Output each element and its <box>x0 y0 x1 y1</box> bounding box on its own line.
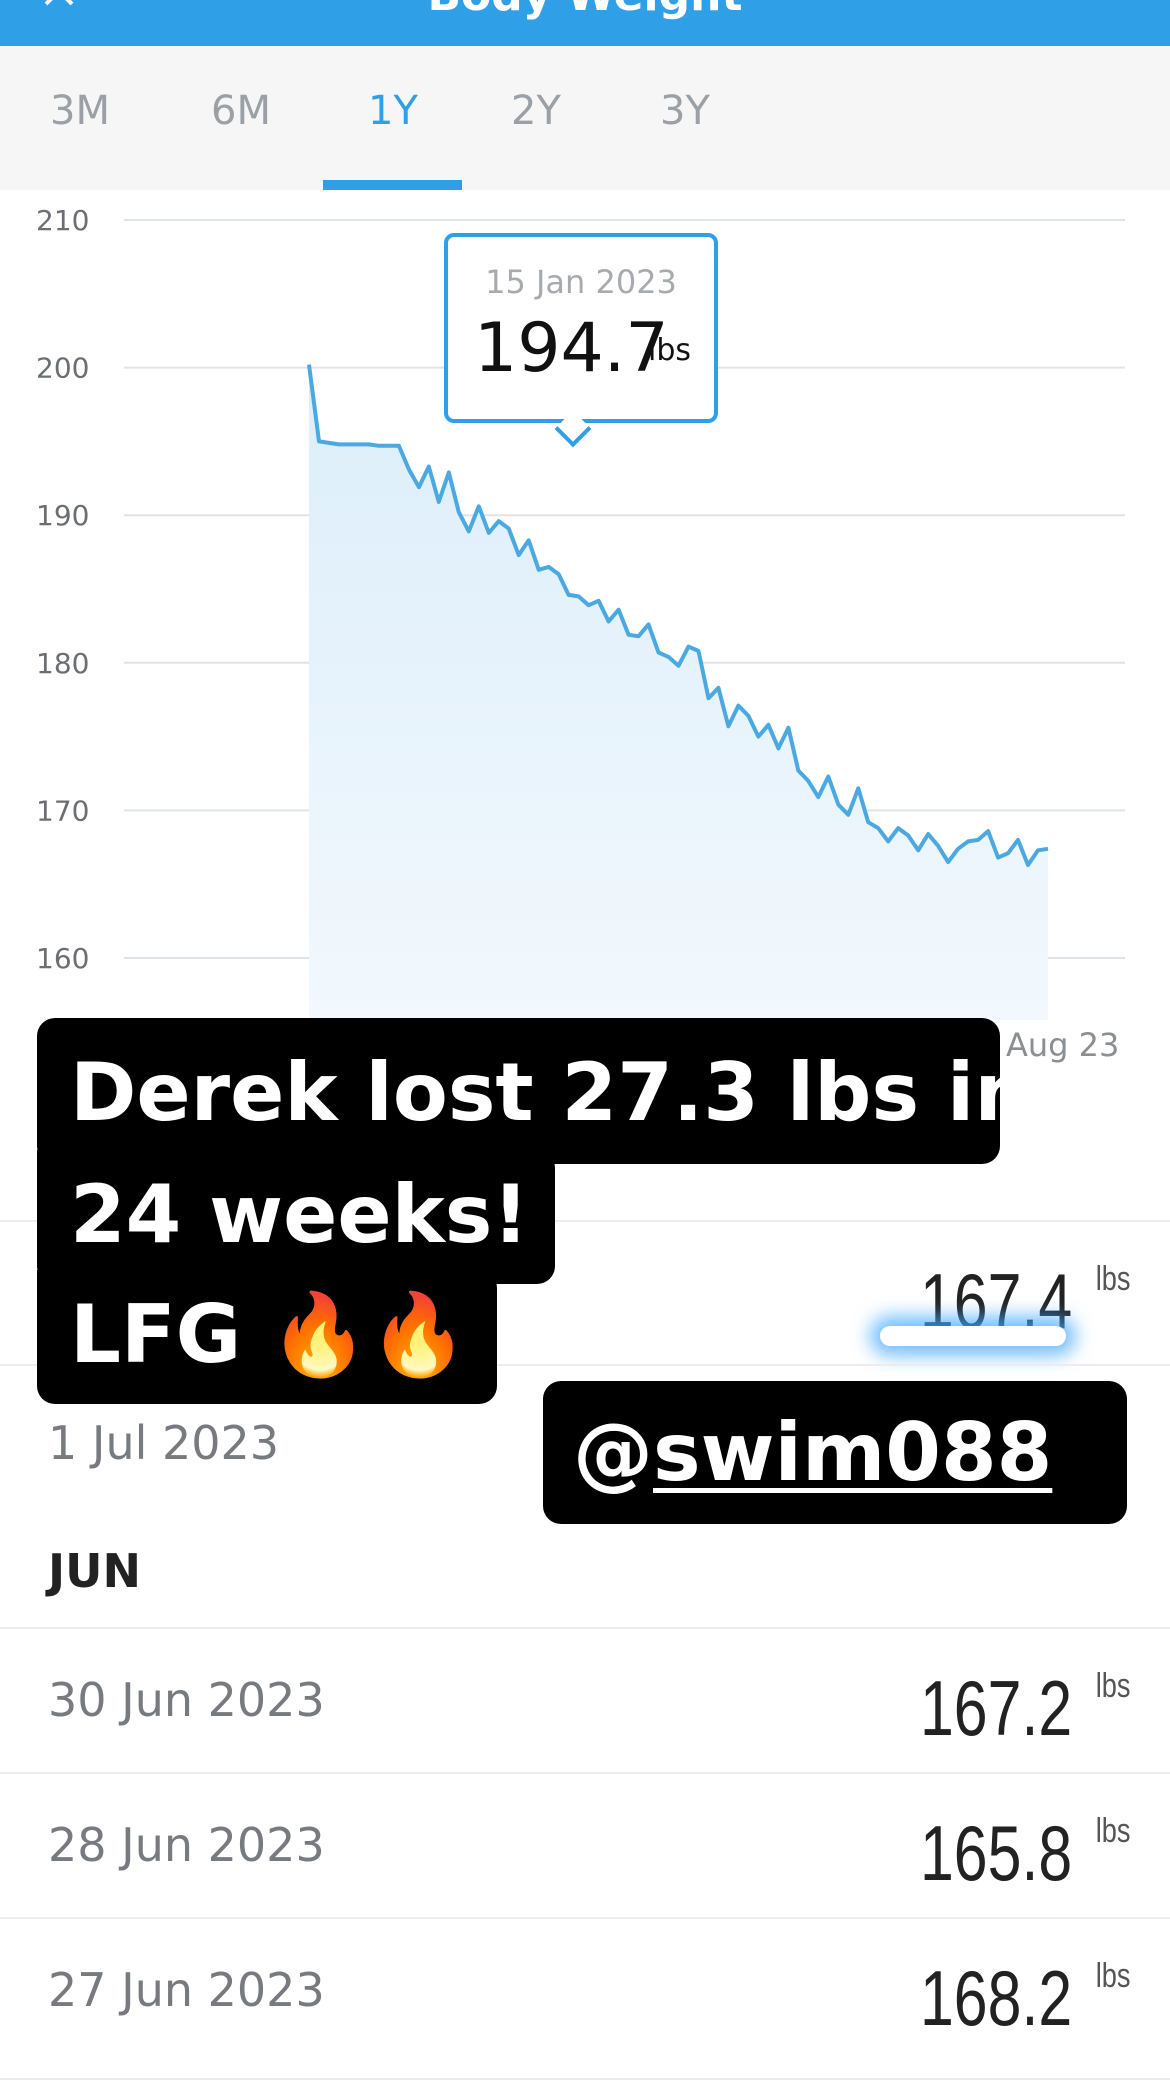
list-item[interactable]: 1 Jul 2023 <box>0 1364 1170 1484</box>
series-line <box>307 364 1049 867</box>
chart-tooltip: 15 Jan 2023 194.7 lbs <box>444 233 718 423</box>
page-title: Body Weight <box>0 0 1170 21</box>
highlight-scribble <box>880 1326 1066 1346</box>
tooltip-date: 15 Jan 2023 <box>485 263 677 301</box>
entry-date: 1 Jul 2023 <box>48 1416 280 1470</box>
entry-date: 27 Jun 2023 <box>48 1963 325 2017</box>
y-tick-label: 180 <box>36 647 89 680</box>
caption-box <box>37 1270 497 1404</box>
entry-value: 167.2 <box>919 1664 1072 1752</box>
y-tick-label: 210 <box>36 204 89 237</box>
y-tick-label: 160 <box>36 942 89 975</box>
caption-box <box>37 1150 555 1284</box>
tab-3y[interactable]: 3Y <box>660 88 710 134</box>
list-item[interactable]: 27 Jun 2023 168.2 lbs <box>0 1917 1170 2080</box>
entry-value: 168.2 <box>919 1954 1072 2042</box>
username-mention: @swim088 <box>573 1413 1052 1493</box>
entry-date: 30 Jun 2023 <box>48 1673 325 1727</box>
month-header: JUN <box>48 1544 141 1598</box>
tooltip-unit: lbs <box>648 333 692 368</box>
tab-1y[interactable]: 1Y <box>368 88 418 134</box>
weight-chart[interactable]: 210 200 190 180 170 160 Aug 23 <box>0 190 1170 1120</box>
app-header: Body Weight <box>0 0 1170 46</box>
at-symbol: @ <box>573 1406 653 1499</box>
list-item[interactable]: 28 Jun 2023 165.8 lbs <box>0 1772 1170 1917</box>
list-item[interactable]: 30 Jun 2023 167.2 lbs <box>0 1627 1170 1772</box>
caption-line: Derek lost 27.3 lbs in <box>70 1046 1032 1139</box>
entry-value: 165.8 <box>919 1809 1072 1897</box>
tab-3m[interactable]: 3M <box>50 88 110 134</box>
tooltip-value: 194.7 <box>474 309 669 388</box>
entry-date: 28 Jun 2023 <box>48 1818 325 1872</box>
tab-6m[interactable]: 6M <box>211 88 271 134</box>
username-sticker[interactable]: @swim088 <box>543 1381 1127 1524</box>
x-tick-label: Aug 23 <box>1006 1026 1119 1064</box>
caption-line: LFG 🔥🔥 <box>70 1288 469 1381</box>
caption-line: 24 weeks! <box>70 1168 529 1261</box>
active-tab-indicator <box>323 180 462 190</box>
entry-unit: lbs <box>1095 1667 1130 1705</box>
entry-unit: lbs <box>1095 1957 1130 1995</box>
range-tabs: 3M 6M 1Y 2Y 3Y <box>0 46 1170 190</box>
series-area <box>309 364 1048 1021</box>
caption-box <box>37 1018 1000 1164</box>
username-text: swim088 <box>653 1406 1053 1499</box>
y-tick-label: 200 <box>36 352 89 385</box>
tab-2y[interactable]: 2Y <box>511 88 561 134</box>
entry-unit: lbs <box>1095 1812 1130 1850</box>
entry-unit: lbs <box>1095 1260 1130 1298</box>
y-tick-label: 170 <box>36 794 89 827</box>
y-tick-label: 190 <box>36 499 89 532</box>
